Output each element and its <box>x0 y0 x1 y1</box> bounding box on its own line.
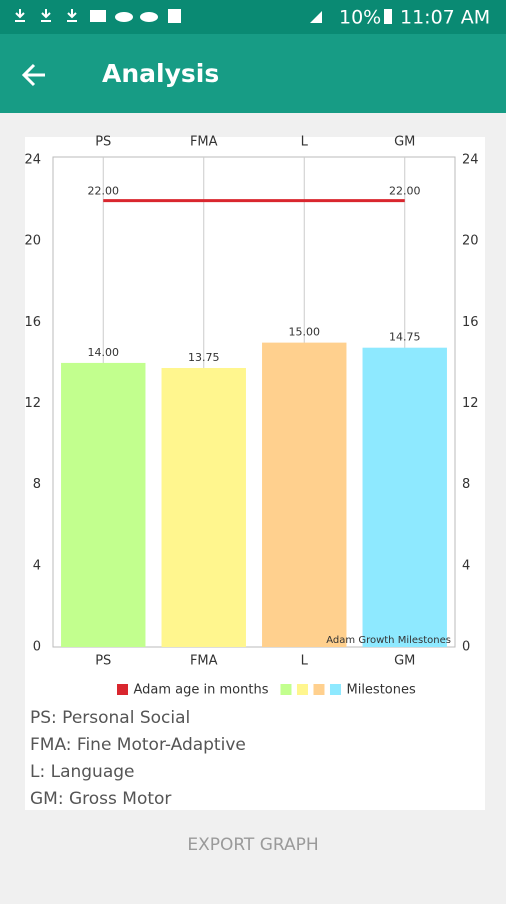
legend-label: Adam age in months <box>134 683 269 698</box>
bar <box>262 342 347 647</box>
value-label: 14.00 <box>88 346 120 359</box>
y-tick-label: 8 <box>33 477 41 492</box>
y-tick-label: 24 <box>24 153 41 168</box>
note: PS: Personal Social <box>30 708 190 728</box>
legend-swatch <box>329 684 341 695</box>
x-tick-label: GM <box>394 135 415 150</box>
note: GM: Gross Motor <box>30 789 171 809</box>
y-tick-label: 16 <box>24 315 41 330</box>
y-tick-label: 4 <box>33 558 41 573</box>
y2-tick-label: 16 <box>462 315 479 330</box>
chart-description: Adam Growth Milestones <box>326 635 451 646</box>
back-button[interactable] <box>21 63 45 87</box>
legend-swatch <box>296 684 308 695</box>
bar <box>362 347 447 647</box>
y-tick-label: 12 <box>24 396 41 411</box>
app-title: Analysis <box>102 59 219 88</box>
legend-label: Milestones <box>346 683 415 698</box>
x-tick-label: FMA <box>190 135 218 150</box>
x-tick-label: FMA <box>190 654 218 669</box>
y2-tick-label: 0 <box>462 640 470 655</box>
export-button[interactable]: EXPORT GRAPH <box>187 835 318 855</box>
plot-frame <box>52 156 456 648</box>
x-tick-label: L <box>301 135 309 150</box>
x-tick-label: GM <box>394 654 415 669</box>
bar <box>61 362 146 647</box>
legend-swatch <box>280 684 292 695</box>
value-label: 22.00 <box>389 185 421 198</box>
battery-text: 10% <box>339 7 381 29</box>
app-bar <box>0 34 506 113</box>
value-label: 14.75 <box>389 331 421 344</box>
legend-swatch <box>313 684 325 695</box>
y2-tick-label: 4 <box>462 558 470 573</box>
value-label: 15.00 <box>289 326 321 339</box>
y2-tick-label: 12 <box>462 396 479 411</box>
y-tick-label: 20 <box>24 234 41 249</box>
note: L: Language <box>30 762 135 782</box>
x-tick-label: PS <box>95 135 111 150</box>
status-bar <box>0 0 506 34</box>
bar <box>161 367 246 647</box>
value-label: 13.75 <box>188 351 220 364</box>
legend-swatch <box>117 684 128 695</box>
status-icons <box>15 9 392 24</box>
y2-tick-label: 24 <box>462 153 479 168</box>
x-tick-label: PS <box>95 654 111 669</box>
x-tick-label: L <box>301 654 309 669</box>
clock: 11:07 AM <box>400 7 490 29</box>
y2-tick-label: 8 <box>462 477 470 492</box>
note: FMA: Fine Motor-Adaptive <box>30 735 246 755</box>
y-tick-label: 0 <box>33 640 41 655</box>
y2-tick-label: 20 <box>462 234 479 249</box>
value-label: 22.00 <box>88 185 120 198</box>
